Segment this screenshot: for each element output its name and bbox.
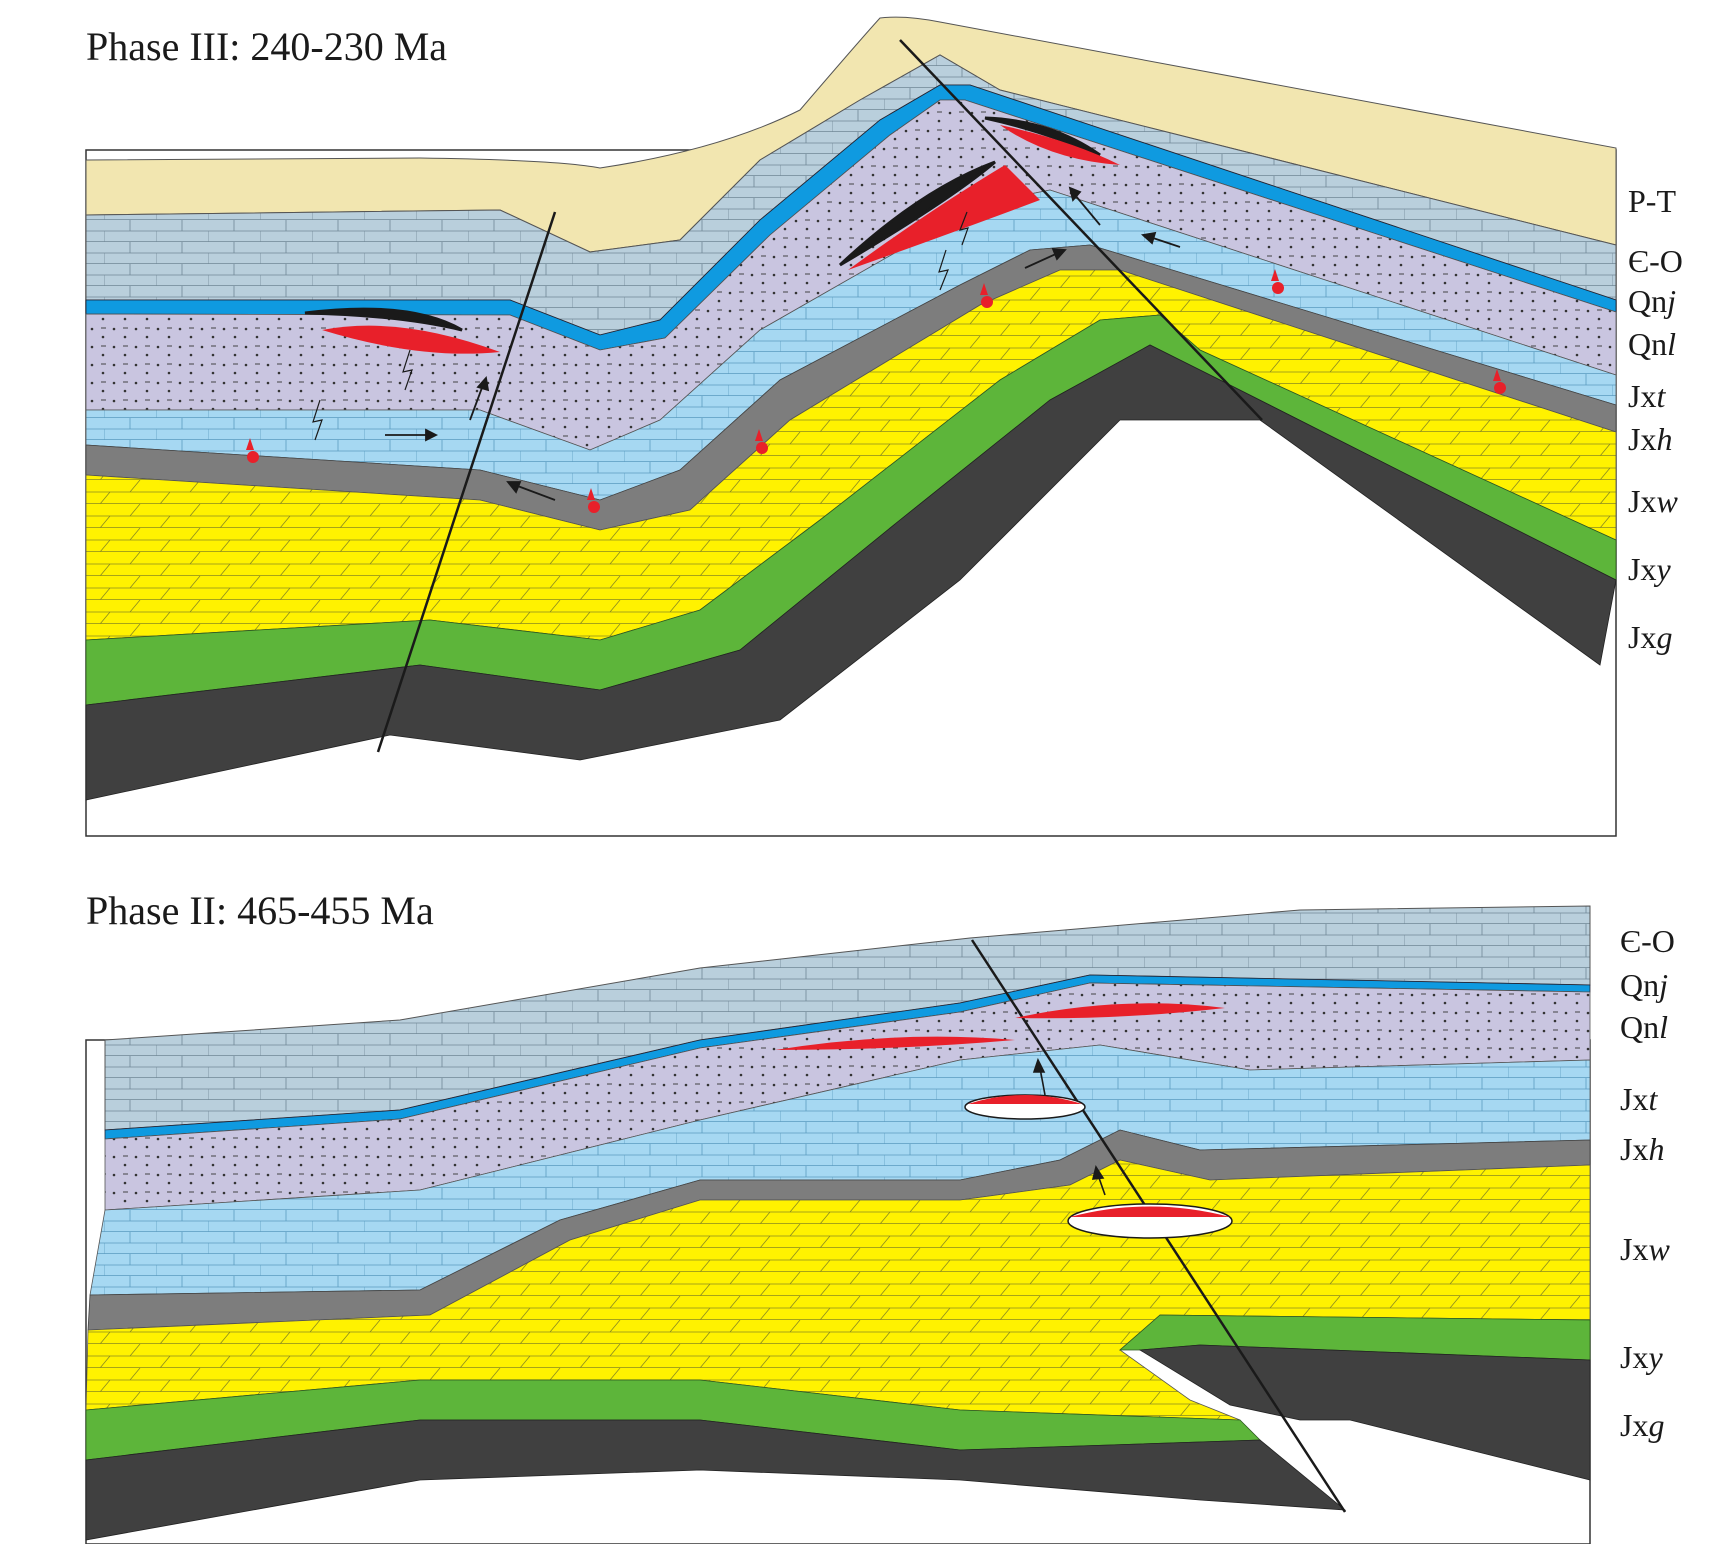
- unit-label: Jxw: [1628, 483, 1678, 519]
- oil-reservoir: [1015, 1003, 1225, 1019]
- oil-reservoir: [848, 165, 1040, 270]
- hydrocarbon-source-points: [246, 269, 1506, 513]
- migration-arrows: [385, 186, 1181, 501]
- unit-label: Jxw: [1620, 1231, 1670, 1267]
- layer-Jxg: [85, 344, 1617, 801]
- layer-P-T: [85, 16, 1617, 253]
- unit-label: Jxg: [1620, 1407, 1664, 1443]
- unit-label: Jxg: [1628, 619, 1672, 655]
- unit-label: Jxt: [1620, 1081, 1658, 1117]
- migration-arrows: [1032, 1057, 1106, 1196]
- unit-label: Jxy: [1628, 551, 1671, 587]
- unit-label: Jxy: [1620, 1339, 1663, 1375]
- bitumen-lens: [838, 160, 996, 267]
- layer-Jxg: [85, 1344, 1591, 1541]
- unit-label: Qnj: [1628, 283, 1676, 319]
- unit-label: Jxh: [1628, 421, 1672, 457]
- paleo-reservoir: [1067, 1203, 1233, 1239]
- unit-label: Jxh: [1620, 1131, 1664, 1167]
- fault-left: [376, 211, 557, 753]
- oil-reservoir: [1000, 125, 1120, 165]
- fault-right: [899, 39, 1263, 421]
- unit-label: P-T: [1628, 183, 1676, 219]
- unit-label: Qnl: [1628, 326, 1676, 362]
- unit-label: Jxt: [1628, 378, 1666, 414]
- unit-legend: P-T Є-O Qnj Qnl Jxt Jxh Jxw Jxy Jxg: [1628, 183, 1683, 655]
- migration-paths: [312, 211, 969, 441]
- panel-phase-ii: Phase II: 465-455 Ma Є-O Qnj Qnl Jxt Jxh…: [85, 888, 1675, 1544]
- bitumen-lens: [304, 307, 463, 332]
- panel-title: Phase II: 465-455 Ma: [86, 888, 434, 933]
- unit-legend: Є-O Qnj Qnl Jxt Jxh Jxw Jxy Jxg: [1620, 923, 1675, 1443]
- paleo-reservoir: [964, 1094, 1086, 1120]
- bitumen-lens: [984, 116, 1101, 157]
- panel-title: Phase III: 240-230 Ma: [86, 24, 447, 69]
- panel-phase-iii: Phase III: 240-230 Ma P-T Є-O Qnj Qnl Jx…: [85, 16, 1683, 837]
- unit-label: Qnj: [1620, 967, 1668, 1003]
- oil-reservoir: [322, 325, 500, 354]
- unit-label: Qnl: [1620, 1009, 1668, 1045]
- oil-reservoir: [775, 1036, 1015, 1050]
- unit-label: Є-O: [1628, 243, 1683, 279]
- unit-label: Є-O: [1620, 923, 1675, 959]
